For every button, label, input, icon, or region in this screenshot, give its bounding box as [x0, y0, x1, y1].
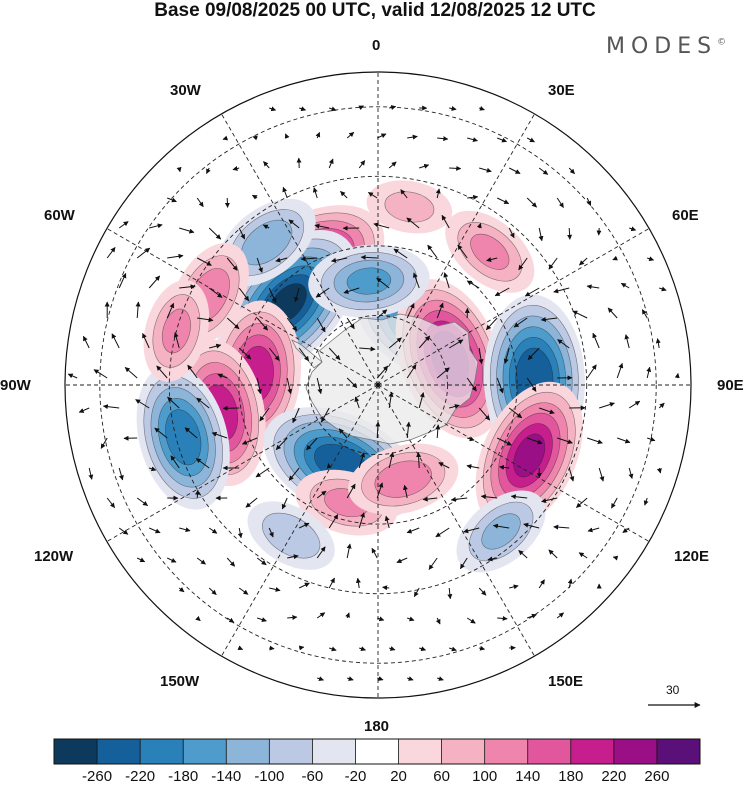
colorbar-swatch — [614, 739, 657, 764]
lon-label-0: 0 — [372, 37, 380, 54]
colorbar-swatch — [312, 739, 355, 764]
colorbar-tick-label: -60 — [302, 768, 324, 785]
colorbar-tick-label: 180 — [558, 768, 583, 785]
colorbar-tick-label: 100 — [472, 768, 497, 785]
lon-label-60w: 60W — [44, 207, 75, 224]
colorbar-swatch — [183, 739, 226, 764]
colorbar-swatch — [355, 739, 398, 764]
colorbar-tick-label: 60 — [433, 768, 450, 785]
colorbar-tick-label: 140 — [515, 768, 540, 785]
colorbar-tick-label: -100 — [254, 768, 284, 785]
colorbar-swatch — [54, 739, 97, 764]
colorbar-tick-label: -260 — [82, 768, 112, 785]
colorbar-swatch — [571, 739, 614, 764]
wind-vector-arrow — [269, 648, 274, 649]
lon-label-90e: 90E — [717, 377, 744, 394]
wind-vector-arrow — [569, 228, 570, 239]
wind-vector-arrow — [197, 490, 198, 498]
pole-marker — [376, 383, 380, 387]
colorbar-tick-label: -20 — [345, 768, 367, 785]
wind-vector-arrow — [449, 168, 461, 169]
colorbar-tick-label: 260 — [644, 768, 669, 785]
colorbar-tick-label: -180 — [168, 768, 198, 785]
colorbar-swatch — [657, 739, 700, 764]
lon-label-30w: 30W — [170, 82, 201, 99]
lon-label-60e: 60E — [672, 207, 699, 224]
lon-label-30e: 30E — [548, 82, 575, 99]
colorbar-tick-label: 220 — [601, 768, 626, 785]
lon-label-90w: 90W — [0, 377, 31, 394]
colorbar-swatch — [140, 739, 183, 764]
colorbar-tick-label: 20 — [390, 768, 407, 785]
lon-label-180: 180 — [364, 718, 389, 735]
colorbar-swatch — [399, 739, 442, 764]
lon-label-120e: 120E — [674, 548, 709, 565]
colorbar-tick-label: -220 — [125, 768, 155, 785]
colorbar-swatch — [226, 739, 269, 764]
lon-label-150w: 150W — [160, 673, 199, 690]
colorbar-tick-label: -140 — [211, 768, 241, 785]
colorbar-swatch — [442, 739, 485, 764]
colorbar-swatch — [485, 739, 528, 764]
colorbar — [54, 739, 700, 764]
colorbar-swatch — [97, 739, 140, 764]
colorbar-swatch — [528, 739, 571, 764]
lon-label-150e: 150E — [548, 673, 583, 690]
lon-label-120w: 120W — [34, 548, 73, 565]
colorbar-swatch — [269, 739, 312, 764]
reference-vector-label: 30 — [666, 683, 679, 697]
wind-vector-arrow — [599, 228, 600, 235]
